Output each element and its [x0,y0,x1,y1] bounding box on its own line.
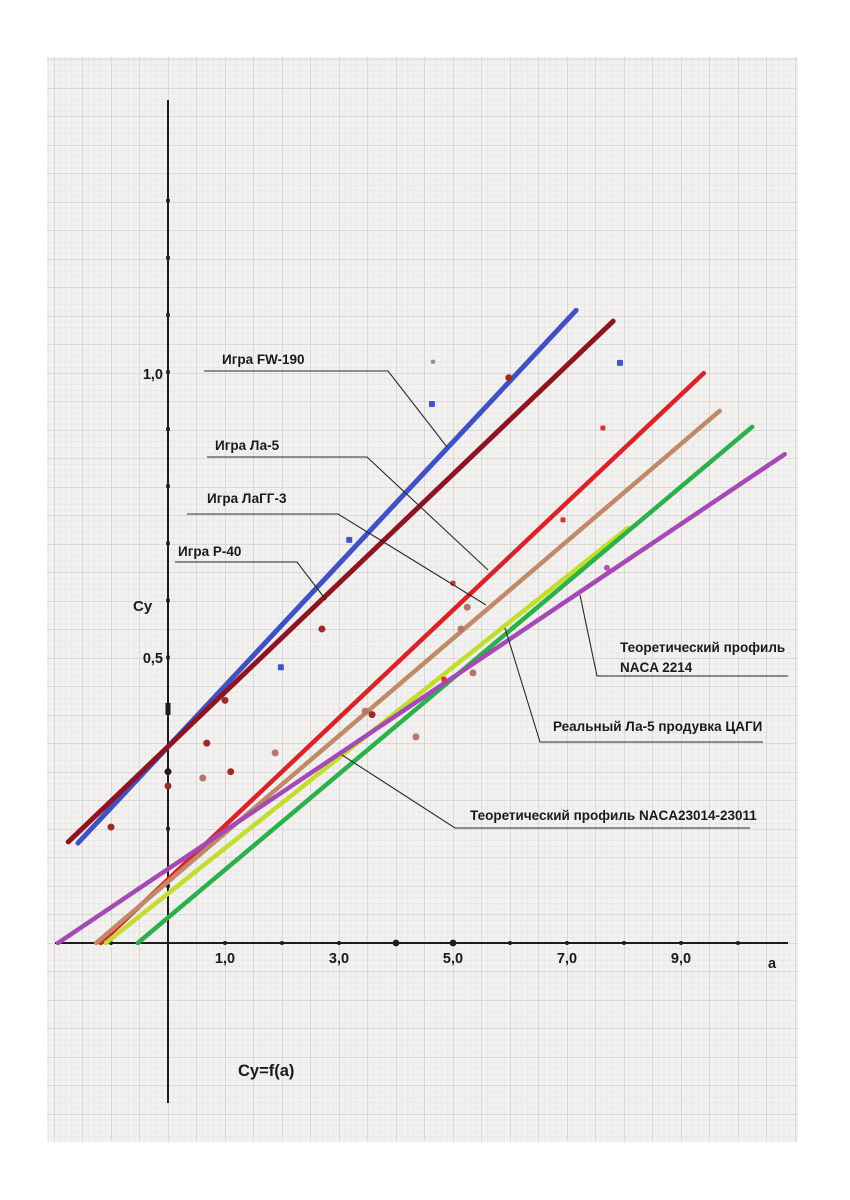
axis-text-labels: Cy a 1,0 0,5 Cy=f(a) [133,367,777,1080]
points-red [560,517,566,523]
leader-line-lagg3 [187,513,487,606]
leader-line-tsagi [504,627,763,743]
y-axis-tick [166,370,170,374]
annotation-label-tsagi: Реальный Ла-5 продувка ЦАГИ [553,719,762,734]
points-blue [277,664,284,671]
points-gray [431,359,436,364]
points-brown [199,774,207,782]
leader-line-naca23014 [341,754,750,829]
y-axis-tick [166,827,170,831]
points-dark-red [203,739,211,747]
y-axis-tick-dot [164,768,172,776]
points-brown [463,603,471,611]
points-blue [346,536,353,543]
y-axis-tick [166,313,170,317]
x-axis-tick [392,939,400,947]
chart-caption: Cy=f(a) [238,1062,294,1080]
x-tick-label: 7,0 [557,951,577,967]
points-blue [617,359,624,366]
y-axis-title: Cy [133,598,153,615]
annotation-label-naca2214-line2: NACA 2214 [620,660,693,675]
series-line--3 [93,408,723,946]
points-blue [428,400,435,407]
y-axis-tick [166,198,170,203]
points-red [600,425,606,431]
x-axis-title: a [768,956,777,972]
x-axis-tick [736,941,740,945]
x-axis-tick [223,941,227,945]
graph-paper [47,57,798,1142]
annotation-label-p40: Игра Р-40 [178,544,241,559]
y-tick-label-0-5: 0,5 [143,651,163,667]
y-axis-tick [166,541,170,546]
leader-line-naca2214 [579,594,788,677]
points-dark-red [505,374,513,382]
annotation-label-fw190: Игра FW-190 [222,352,305,367]
points-dark-red [164,782,172,790]
points-red [441,676,447,682]
x-axis-tick [280,941,284,945]
y-axis-tick [166,256,170,260]
annotation-label-lagg3: Игра ЛаГГ-3 [207,491,287,506]
x-axis-tick [508,941,512,945]
y-axis-tick [166,427,170,431]
leader-line-fw190 [204,370,448,448]
points-dark-red [221,696,229,704]
y-axis-tick [166,655,170,660]
points-dark-red [107,823,115,831]
callout-annotations: Игра FW-190 Игра Ла-5 Игра ЛаГГ-3 Игра Р-40… [175,352,788,829]
points-magenta [603,564,610,571]
points-dark-red [318,625,326,633]
grid-major [47,57,798,1142]
y-axis-tick [166,884,170,888]
y-axis-tick-thick [165,702,171,715]
y-axis-tick [166,598,170,603]
leader-line-p40 [175,561,327,601]
axes: 1,0 3,0 5,0 7,0 9,0 [55,100,788,1103]
x-tick-label: 3,0 [329,951,349,967]
points-brown [361,707,369,715]
x-tick-label: 5,0 [443,951,463,967]
y-tick-label-1-0: 1,0 [143,367,163,383]
x-axis-tick [337,941,341,945]
x-axis-tick [565,941,569,945]
annotation-label-naca23014: Теоретический профиль NACA23014-23011 [470,808,757,823]
y-axis-tick [166,484,170,488]
points-brown [412,733,420,741]
points-brown [271,749,279,757]
annotation-label-naca2214: Теоретический профиль [620,640,785,655]
series-lines [55,307,787,946]
x-tick-label: 1,0 [215,951,235,967]
series-line--40 [65,318,616,845]
series-line--naca-2214 [55,451,787,946]
scatter-points [107,359,624,831]
points-dark-red [368,711,376,719]
x-axis-tick [449,939,457,947]
x-axis-tick [622,941,626,945]
x-axis-tick [679,941,683,945]
x-tick-label: 9,0 [671,951,691,967]
points-brown [469,669,477,677]
annotation-label-la5: Игра Ла-5 [215,438,280,453]
points-dark-red [227,768,235,776]
points-brown [457,625,465,633]
leader-line-la5 [207,456,489,571]
